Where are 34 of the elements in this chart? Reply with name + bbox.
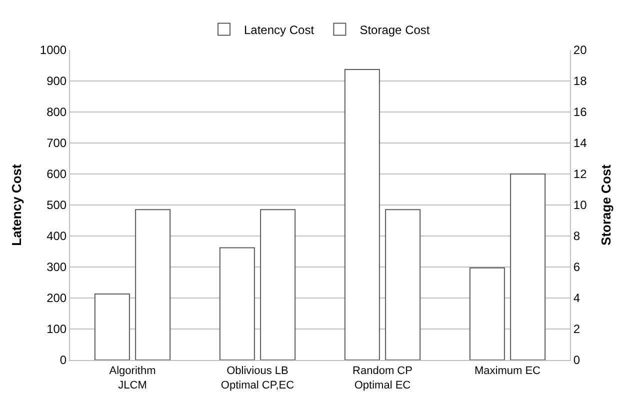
y2-tick-label: 0 (573, 353, 580, 368)
y-tick-label: 200 (46, 291, 67, 306)
y-axis-title: Latency Cost (8, 164, 24, 246)
legend-label: Latency Cost (244, 22, 315, 37)
y-tick-label: 0 (60, 353, 67, 368)
y-tick-label: 1000 (40, 43, 67, 58)
y2-tick-label: 16 (573, 105, 588, 120)
y-tick-label: 600 (46, 167, 67, 182)
y2-tick-label: 20 (573, 43, 588, 58)
y2-tick-label: 2 (573, 322, 580, 336)
bar (344, 69, 380, 360)
y2-tick-label: 12 (573, 167, 588, 182)
y-tick-label: 900 (46, 74, 67, 88)
y-tick-label: 400 (46, 229, 67, 244)
y2-tick-label: 14 (573, 136, 588, 150)
bar (469, 267, 505, 360)
y2-tick-label: 4 (573, 291, 580, 306)
x-tick-label: Maximum EC (474, 365, 541, 378)
x-tick-label: Algorithm JLCM (109, 365, 156, 392)
y-tick-label: 500 (46, 198, 67, 212)
y2-tick-label: 6 (573, 260, 580, 274)
y-tick-label: 800 (46, 105, 67, 120)
bar (94, 293, 130, 360)
y2-axis-title: Storage Cost (598, 164, 614, 246)
legend-label: Storage Cost (360, 22, 430, 37)
bar (219, 247, 255, 360)
y-tick-label: 100 (46, 322, 67, 336)
y-tick-label: 700 (46, 136, 67, 150)
x-tick-label: Random CP Optimal EC (352, 365, 412, 392)
y2-tick-label: 18 (573, 74, 588, 88)
x-tick-label: Oblivious LB Optimal CP,EC (220, 365, 294, 392)
y2-tick-label: 8 (573, 229, 580, 244)
y2-tick-label: 10 (573, 198, 588, 212)
y-tick-label: 300 (46, 260, 67, 274)
